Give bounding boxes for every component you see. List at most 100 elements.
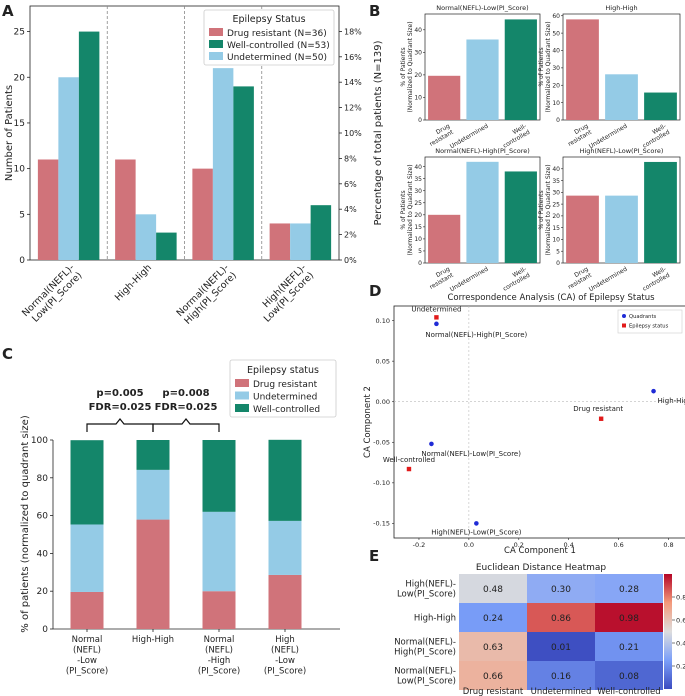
legend-label: Drug resistant	[253, 380, 318, 390]
panel-letter-c: C	[2, 345, 13, 363]
cell-value: 0.30	[551, 585, 571, 595]
legend-label: Undetermined	[253, 393, 317, 403]
y-tick-label: 40	[552, 166, 560, 173]
bar-drug	[37, 159, 59, 260]
y2-tick-label: 0%	[344, 256, 357, 265]
legend-marker-status	[622, 323, 626, 328]
bar	[566, 19, 599, 120]
row-label: High(NEFL)-Low(PI_Score)	[397, 580, 456, 600]
panel-e-title: Euclidean Distance Heatmap	[476, 563, 607, 573]
y-tick-label: 0	[19, 256, 25, 266]
fdr-label: FDR=0.025	[155, 402, 218, 413]
stacked-segment-well-controlled	[70, 440, 104, 525]
y-tick-label: 20	[414, 72, 422, 79]
cell-value: 0.66	[483, 672, 503, 682]
subplot-3: Normal(NEFL)-High(PI_Score) 0 5 10 15 20 25 30 3…	[400, 147, 541, 294]
y-tick-label: 25	[414, 200, 422, 207]
stacked-segment-drug	[202, 591, 236, 629]
legend-swatch	[209, 28, 223, 36]
y-tick-label: 10	[414, 236, 422, 243]
y-tick-label: 30	[414, 50, 422, 57]
point-label: Undetermined	[411, 305, 461, 313]
quadrant-point	[651, 388, 656, 394]
y-tick-label: 0	[418, 117, 422, 124]
legend-title: Epilepsy Status	[232, 14, 305, 25]
x-tick-label: 0.2	[514, 541, 524, 549]
stacked-segment-drug	[136, 519, 170, 629]
y-tick-label: 0.00	[376, 398, 390, 406]
panel-letter-a: A	[2, 2, 14, 20]
bar-well-controlled	[310, 205, 332, 260]
legend-swatch	[209, 40, 223, 48]
stacked-segment-undetermined	[70, 524, 104, 592]
bar-undetermined	[290, 223, 311, 260]
bar-drug	[115, 159, 136, 260]
y-tick-label: -0.15	[373, 520, 390, 528]
fdr-label: FDR=0.025	[89, 402, 152, 413]
panel-a: Normal(NEFL)-Low(PI_Score) High-High Norma…	[4, 5, 384, 327]
panel-c: 0 20 40 60 80 100 Normal (NEFL) -Low (PI_Score) Hi…	[20, 359, 340, 677]
p-value-label: p=0.008	[162, 388, 209, 399]
stacked-segment-well-controlled	[202, 440, 236, 512]
y-tick-label: 0.10	[376, 317, 390, 325]
legend-swatch	[235, 391, 249, 400]
quadrant-point	[429, 441, 434, 447]
subplot-title: High(NEFL)-Low(PI_Score)	[580, 147, 664, 155]
y2-tick-label: 2%	[344, 231, 357, 240]
y-tick-label: 20	[37, 587, 49, 597]
col-label: Drug resistant	[463, 687, 524, 696]
y2-tick-label: 10%	[344, 129, 362, 138]
panel-letter-d: D	[369, 282, 381, 300]
panel-d-xlabel: CA Component 1	[504, 546, 576, 556]
cell-value: 0.21	[619, 643, 639, 653]
bar-well-controlled	[156, 232, 177, 260]
bar	[566, 195, 599, 263]
y-tick-label: 60	[37, 512, 49, 522]
stacked-segment-undetermined	[202, 511, 236, 592]
x-tick-label: 0.6	[613, 541, 623, 549]
y-tick-label: 100	[31, 436, 48, 446]
y-tick-label: 10	[414, 95, 422, 102]
bar-well-controlled	[78, 31, 100, 260]
x-tick-label: 0.0	[464, 541, 474, 549]
legend-label: Well-controlled	[253, 405, 320, 415]
p-value-label: p=0.005	[96, 388, 143, 399]
y2-tick-label: 18%	[344, 27, 362, 36]
x-tick-label: Normal(NEFL)-High(PI_Score)	[175, 262, 239, 326]
bar-undetermined	[135, 214, 157, 260]
cell-value: 0.28	[619, 585, 639, 595]
subplot-2: High-High0102030405060DrugresistantUndet…	[538, 4, 681, 150]
heatmap-cell	[595, 661, 663, 690]
y-tick-label: 5	[556, 248, 560, 255]
panel-a-ylabel: Number of Patients	[4, 85, 15, 181]
x-tick-label: Well-controlled	[498, 266, 531, 293]
x-tick-label: 0.8	[663, 541, 673, 549]
panel-d-frame	[393, 305, 685, 539]
y-tick-label: 10	[14, 165, 26, 175]
y2-tick-label: 6%	[344, 180, 357, 189]
bar	[605, 74, 638, 120]
panel-d-ylabel: CA Component 2	[363, 386, 373, 458]
x-tick-label: High-High	[132, 635, 174, 645]
y-tick-label: 30	[414, 188, 422, 195]
y-tick-label: 40	[37, 549, 49, 559]
y-tick-label: 35	[414, 176, 422, 183]
y-tick-label: 30	[552, 190, 560, 197]
cell-value: 0.01	[551, 643, 571, 653]
stacked-segment-drug	[268, 574, 302, 629]
legend-box	[617, 309, 683, 334]
y-tick-label: 20	[552, 213, 560, 220]
y-tick-label: 20	[552, 82, 560, 89]
y-tick-label: 25	[552, 201, 560, 208]
y-tick-label: 5	[418, 248, 422, 255]
x-tick-label: Undetermined	[449, 266, 490, 294]
cell-value: 0.63	[483, 643, 503, 653]
y-tick-label: 35	[552, 178, 560, 185]
subplot-ylabel: % of Patients(Normalized to Quadrant Siz…	[400, 164, 414, 255]
heatmap-cell	[595, 574, 663, 603]
y-tick-label: 60	[552, 13, 560, 20]
bar-well-controlled	[233, 86, 254, 260]
subplot-title: Normal(NEFL)-Low(PI_Score)	[436, 4, 528, 12]
y-tick-label: 0	[556, 117, 560, 124]
